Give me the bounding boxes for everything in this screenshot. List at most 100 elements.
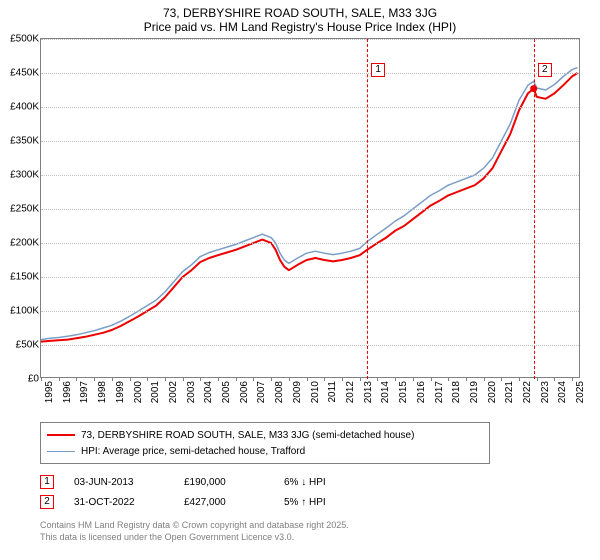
sale-marker-line bbox=[534, 39, 535, 379]
x-tick bbox=[537, 377, 538, 381]
sale-row-badge: 2 bbox=[40, 495, 54, 509]
x-tick bbox=[76, 377, 77, 381]
x-tick bbox=[466, 377, 467, 381]
legend-swatch bbox=[47, 451, 75, 452]
sale-row-delta: 5% ↑ HPI bbox=[284, 497, 374, 508]
sales-table: 103-JUN-2013£190,0006% ↓ HPI231-OCT-2022… bbox=[40, 472, 600, 512]
gridline-h bbox=[41, 107, 579, 108]
y-axis-label: £200K bbox=[1, 238, 39, 249]
sale-marker-badge: 1 bbox=[371, 63, 385, 77]
x-tick bbox=[431, 377, 432, 381]
gridline-h bbox=[41, 311, 579, 312]
x-axis-label: 1996 bbox=[62, 381, 73, 403]
x-tick bbox=[218, 377, 219, 381]
gridline-h bbox=[41, 175, 579, 176]
x-axis-label: 2014 bbox=[380, 381, 391, 403]
x-tick bbox=[271, 377, 272, 381]
sale-row-badge: 1 bbox=[40, 475, 54, 489]
x-tick bbox=[448, 377, 449, 381]
y-axis-label: £100K bbox=[1, 306, 39, 317]
x-axis-label: 1997 bbox=[79, 381, 90, 403]
y-axis-label: £500K bbox=[1, 34, 39, 45]
sale-row: 2 31-OCT-2022 £427,000 5% ↑ HPI bbox=[40, 492, 600, 512]
x-tick bbox=[112, 377, 113, 381]
y-axis-label: £450K bbox=[1, 68, 39, 79]
x-tick bbox=[501, 377, 502, 381]
gridline-h bbox=[41, 141, 579, 142]
x-axis-label: 2013 bbox=[363, 381, 374, 403]
x-axis-label: 2022 bbox=[522, 381, 533, 403]
x-axis-label: 2016 bbox=[416, 381, 427, 403]
y-axis-label: £0 bbox=[1, 374, 39, 385]
x-tick bbox=[554, 377, 555, 381]
footer-attribution: Contains HM Land Registry data © Crown c… bbox=[40, 520, 600, 543]
x-tick bbox=[253, 377, 254, 381]
sale-row-date: 31-OCT-2022 bbox=[74, 497, 164, 508]
y-axis-label: £350K bbox=[1, 136, 39, 147]
legend-label: HPI: Average price, semi-detached house,… bbox=[81, 446, 305, 457]
gridline-h bbox=[41, 73, 579, 74]
x-tick bbox=[94, 377, 95, 381]
x-axis-label: 2011 bbox=[327, 381, 338, 403]
x-axis-label: 2012 bbox=[345, 381, 356, 403]
sale-row: 103-JUN-2013£190,0006% ↓ HPI bbox=[40, 472, 600, 492]
x-tick bbox=[59, 377, 60, 381]
gridline-h bbox=[41, 209, 579, 210]
legend-swatch bbox=[47, 434, 75, 436]
x-axis-label: 2025 bbox=[575, 381, 586, 403]
x-axis-label: 1995 bbox=[44, 381, 55, 403]
x-tick bbox=[147, 377, 148, 381]
legend-row: HPI: Average price, semi-detached house,… bbox=[47, 443, 483, 459]
sale-row-delta: 6% ↓ HPI bbox=[284, 477, 374, 488]
x-axis-label: 2017 bbox=[434, 381, 445, 403]
x-tick bbox=[377, 377, 378, 381]
gridline-h bbox=[41, 243, 579, 244]
x-axis-label: 2010 bbox=[310, 381, 321, 403]
sale-marker-badge: 2 bbox=[538, 63, 552, 77]
x-axis-label: 2020 bbox=[487, 381, 498, 403]
footer-line1: Contains HM Land Registry data © Crown c… bbox=[40, 520, 600, 532]
chart-title-line2: Price paid vs. HM Land Registry's House … bbox=[0, 20, 600, 34]
x-tick bbox=[41, 377, 42, 381]
y-axis-label: £50K bbox=[1, 340, 39, 351]
chart-title-block: 73, DERBYSHIRE ROAD SOUTH, SALE, M33 3JG… bbox=[0, 0, 600, 38]
x-axis-label: 2005 bbox=[221, 381, 232, 403]
x-axis-label: 1999 bbox=[115, 381, 126, 403]
legend-box: 73, DERBYSHIRE ROAD SOUTH, SALE, M33 3JG… bbox=[40, 422, 490, 464]
sale-marker-line bbox=[367, 39, 368, 379]
y-axis-label: £250K bbox=[1, 204, 39, 215]
x-tick bbox=[519, 377, 520, 381]
x-tick bbox=[130, 377, 131, 381]
x-tick bbox=[413, 377, 414, 381]
x-tick bbox=[324, 377, 325, 381]
x-tick bbox=[183, 377, 184, 381]
y-axis-label: £150K bbox=[1, 272, 39, 283]
x-tick bbox=[342, 377, 343, 381]
x-axis-label: 2007 bbox=[256, 381, 267, 403]
x-axis-label: 2019 bbox=[469, 381, 480, 403]
legend-label: 73, DERBYSHIRE ROAD SOUTH, SALE, M33 3JG… bbox=[81, 430, 414, 441]
sale-row-price: £427,000 bbox=[184, 497, 264, 508]
x-tick bbox=[236, 377, 237, 381]
x-tick bbox=[360, 377, 361, 381]
x-axis-label: 2000 bbox=[133, 381, 144, 403]
x-axis-label: 1998 bbox=[97, 381, 108, 403]
x-axis-label: 2004 bbox=[203, 381, 214, 403]
chart-area: £0£50K£100K£150K£200K£250K£300K£350K£400… bbox=[40, 38, 600, 398]
footer-line2: This data is licensed under the Open Gov… bbox=[40, 532, 600, 544]
x-axis-label: 2001 bbox=[150, 381, 161, 403]
x-tick bbox=[289, 377, 290, 381]
x-axis-label: 2006 bbox=[239, 381, 250, 403]
sale-row-price: £190,000 bbox=[184, 477, 264, 488]
x-tick bbox=[165, 377, 166, 381]
y-axis-label: £400K bbox=[1, 102, 39, 113]
gridline-h bbox=[41, 345, 579, 346]
x-tick bbox=[307, 377, 308, 381]
x-axis-label: 2023 bbox=[540, 381, 551, 403]
series-line-hpi bbox=[41, 68, 578, 340]
x-axis-label: 2024 bbox=[557, 381, 568, 403]
y-axis-label: £300K bbox=[1, 170, 39, 181]
x-tick bbox=[572, 377, 573, 381]
legend-row: 73, DERBYSHIRE ROAD SOUTH, SALE, M33 3JG… bbox=[47, 427, 483, 443]
x-axis-label: 2018 bbox=[451, 381, 462, 403]
